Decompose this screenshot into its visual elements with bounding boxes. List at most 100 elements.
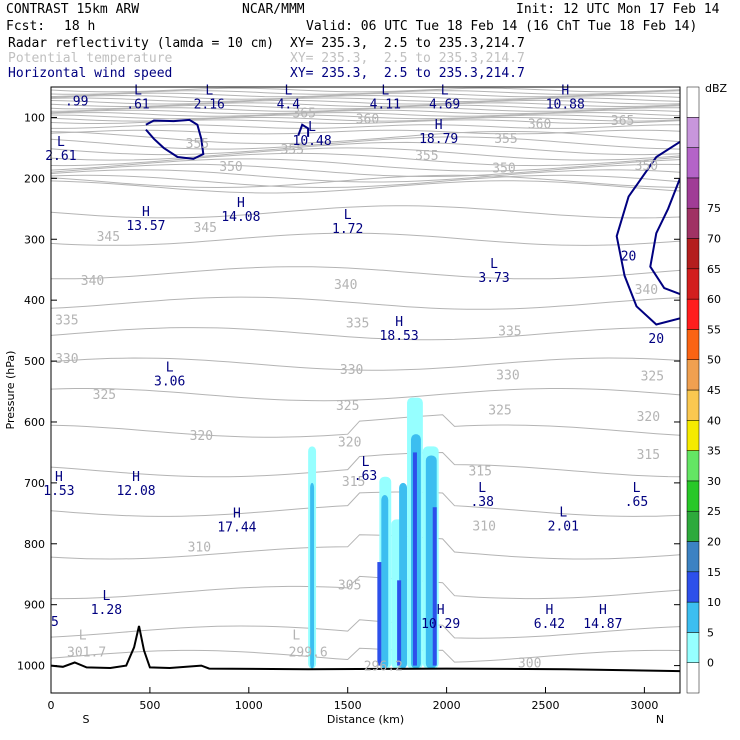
theta-contour-line: [51, 107, 680, 112]
wind-extremum-value: 14.87: [583, 617, 622, 632]
wind-extremum-value: .61: [126, 97, 149, 112]
field-reflectivity-xy: XY= 235.3, 2.5 to 235.3,214.7: [290, 36, 525, 51]
wind-extremum-mark: H: [142, 205, 150, 220]
y-tick-label: 500: [24, 355, 45, 368]
y-tick-label: 300: [24, 233, 45, 246]
wind-extremum-mark: L: [57, 135, 65, 150]
theta-contour-label: 310: [472, 519, 495, 534]
axes: 100 200 300 400 500 600 700 800 900 1000 0 500 1000 1…: [4, 111, 680, 726]
colorbar: 0 5 10 15 20 25 30 35 40 45 50 55 60 65 70 75 dBZ: [686, 82, 728, 694]
wind-extremum-value: 10.48: [293, 134, 332, 149]
theta-contour-label: 365: [292, 106, 315, 121]
colorbar-swatch: [686, 420, 700, 451]
colorbar-level-label: 55: [707, 323, 721, 336]
theta-contour-line: [51, 647, 680, 663]
y-tick-label: 400: [24, 294, 45, 307]
wind-extremum-mark: L: [308, 120, 316, 135]
colorbar-level-label: 35: [707, 445, 721, 458]
wind-extremum-value: 4.11: [370, 97, 401, 112]
field-wind-xy: XY= 235.3, 2.5 to 235.3,214.7: [290, 66, 525, 81]
theta-contour-line: [51, 136, 680, 150]
reflectivity-core: [377, 562, 382, 666]
wind-extremum-mark: L: [381, 83, 389, 98]
colorbar-swatch: [686, 207, 700, 239]
wind-extremum-value: 10.88: [546, 97, 585, 112]
wind-extremum-mark: L: [362, 455, 370, 470]
colorbar-swatch: [686, 662, 700, 694]
colorbar-level-label: 65: [707, 263, 721, 276]
colorbar-swatch: [686, 632, 700, 663]
wind-extremum-value: 6.42: [534, 617, 565, 632]
colorbar-swatch: [686, 359, 700, 391]
y-tick-label: 1000: [17, 660, 45, 673]
theta-contour-label: 330: [55, 352, 78, 367]
colorbar-swatch: [686, 86, 700, 118]
wind-extremum-mark: H: [132, 470, 140, 485]
theta-contour-label: 320: [637, 410, 660, 425]
reflectivity-core: [397, 580, 402, 666]
theta-extremum-label: 299.6: [289, 645, 328, 660]
field-theta-xy: XY= 235.3, 2.5 to 235.3,214.7: [290, 51, 525, 66]
theta-contour-line: [51, 99, 680, 105]
colorbar-level-label: 50: [707, 354, 721, 367]
wind-extremum-value: .65: [625, 495, 648, 510]
colorbar-swatch: [686, 147, 700, 179]
theta-contour-line: [51, 131, 680, 145]
x-tick-label: 0: [48, 699, 55, 712]
wind-extremum-value: 4.69: [429, 97, 460, 112]
theta-contour-line: [51, 112, 680, 117]
theta-contour-label: 315: [637, 448, 660, 463]
colorbar-level-label: 30: [707, 475, 721, 488]
valid-time: Valid: 06 UTC Tue 18 Feb 14 (16 ChT Tue …: [306, 19, 698, 34]
theta-contour-label: 320: [190, 429, 213, 444]
theta-contour-line: [51, 169, 680, 183]
reflectivity-cell: [381, 495, 389, 669]
colorbar-level-label: 25: [707, 505, 721, 518]
theta-contour-line: [51, 90, 680, 95]
theta-contour-line: [51, 414, 680, 438]
x-tick-label: 500: [139, 699, 160, 712]
colorbar-swatch: [686, 298, 700, 330]
colorbar-level-label: 10: [707, 596, 721, 609]
y-tick-label: 200: [24, 172, 45, 185]
x-axis-right-label: N: [656, 713, 664, 726]
theta-contour-label: 325: [336, 399, 359, 414]
wind-extremum-value: 10.29: [421, 617, 460, 632]
theta-contour-label: 335: [498, 324, 521, 339]
wind-extremum-mark: H: [55, 470, 63, 485]
wind-extremum-mark: L: [102, 589, 110, 604]
x-tick-label: 3000: [630, 699, 658, 712]
x-tick-label: 2500: [531, 699, 559, 712]
theta-contour-line: [51, 174, 680, 189]
wind-extremum-value: 3.73: [478, 271, 509, 286]
theta-contour-label: 345: [194, 221, 217, 236]
theta-contour-label: 315: [342, 475, 365, 490]
reflectivity-cell: [310, 482, 315, 669]
colorbar-level-label: 5: [707, 626, 714, 639]
theta-contour-label: 360: [356, 113, 379, 128]
wind-extremum-value: .38: [470, 495, 493, 510]
theta-contour-line: [51, 119, 680, 124]
colorbar-title: dBZ: [705, 82, 728, 95]
theta-contour-line: [51, 534, 680, 560]
wind-extremum-mark: H: [437, 603, 445, 618]
theta-contour-label: 355: [186, 137, 209, 152]
field-labels: 365 360 365 360 355 355 355 355 350 350 350 345 345 3…: [43, 83, 664, 674]
wind-extremum-mark: L: [344, 208, 352, 223]
theta-contour-line: [51, 104, 680, 110]
wind-extremum-value: 1.28: [91, 603, 122, 618]
x-tick-label: 1500: [334, 699, 362, 712]
theta-contour-line: [51, 158, 680, 172]
y-tick-label: 800: [24, 538, 45, 551]
theta-contour-line: [51, 114, 680, 120]
theta-contour-line: [51, 327, 680, 341]
theta-contour-line: [51, 152, 680, 167]
wind-extremum-value: 2.16: [194, 97, 225, 112]
wind-contour-line: [615, 140, 680, 326]
wind-contour-line: [649, 178, 680, 296]
colorbar-swatch: [686, 450, 700, 482]
wind-extremum-value: 13.57: [126, 219, 165, 234]
wind-extremum-value: 5: [51, 615, 59, 630]
theta-contour-label: 305: [338, 578, 361, 593]
